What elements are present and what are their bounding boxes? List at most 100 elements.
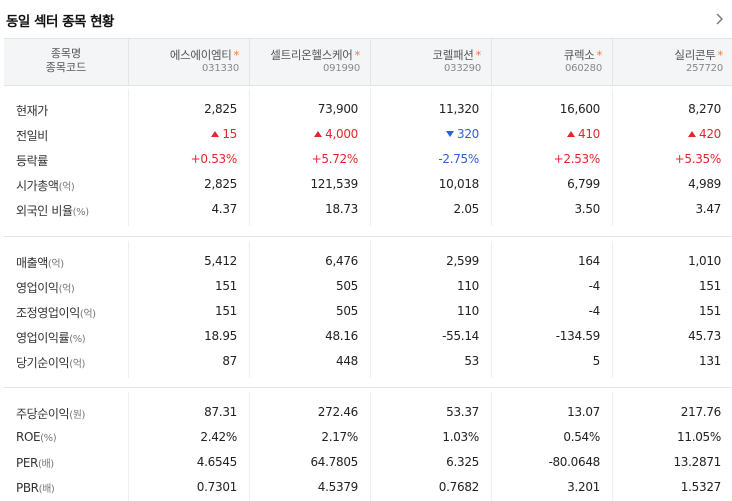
value-cell: -4 [589,279,601,293]
value-cell: 45.73 [688,329,721,343]
value-text: 8,270 [688,102,721,116]
value-cell: 131 [699,354,721,368]
value-cell: 410 [566,127,600,141]
company-header-cell[interactable]: 코렐패션 * 033290 [370,39,491,85]
more-button[interactable] [714,12,728,28]
value-cell: 10,018 [439,177,480,191]
value-text: 6,799 [567,177,600,191]
value-text: +5.72% [311,152,359,166]
value-text: 110 [456,279,479,293]
value-cell: +5.35% [674,152,722,166]
company-name-link[interactable]: 코렐패션 * [432,47,481,63]
column-gridline [370,241,371,378]
value-cell: 48.16 [325,329,358,343]
value-text: 64.7805 [310,455,358,469]
value-cell: 2.42% [200,430,237,444]
row-label: 전일비 [16,127,48,144]
value-cell: 0.7682 [439,480,480,494]
table-row: 영업이익률(%) 18.95 48.16 -55.14 -134.59 45.73 [4,324,732,349]
row-label: 당기순이익(억) [16,354,85,371]
value-cell: 6.325 [446,455,479,469]
company-header-cell[interactable]: 에스에이엠티 * 031330 [128,39,249,85]
table-row: 등락률 +0.53% +5.72% -2.75% +2.53% +5.35% [4,147,732,172]
column-gridline [612,392,613,501]
company-code: 091990 [323,63,360,74]
value-cell: 0.54% [563,430,600,444]
company-header-cell[interactable]: 큐렉소 * 060280 [491,39,612,85]
row-label: 등락률 [16,152,48,169]
value-text: 505 [335,279,358,293]
value-cell: 505 [336,279,358,293]
company-name-link[interactable]: 실리콘투 * [674,47,723,63]
chevron-right-icon [716,13,723,25]
value-cell: 2.17% [321,430,358,444]
value-cell: 3.201 [567,480,600,494]
value-text: 4,000 [325,127,358,141]
value-cell: 151 [699,279,721,293]
value-cell: 5 [593,354,601,368]
value-cell: 2.05 [453,202,479,216]
row-unit: (원) [69,410,86,421]
value-text: -4 [588,304,601,318]
triangle-up-icon [687,131,696,137]
table-row: PER(배) 4.6545 64.7805 6.325 -80.0648 13.2871 [4,450,732,475]
table-row: 현재가 2,825 73,900 11,320 16,600 8,270 [4,97,732,122]
value-cell: 1.03% [442,430,479,444]
value-text: +2.53% [553,152,601,166]
value-text: 6.325 [446,455,479,469]
value-text: 151 [214,279,237,293]
column-gridline [249,392,250,501]
column-gridline [370,89,371,226]
column-divider [370,39,371,85]
value-cell: 4.6545 [197,455,238,469]
value-cell: 3.50 [574,202,600,216]
row-label-text: 시가총액 [16,179,59,193]
value-cell: 6,799 [567,177,600,191]
value-cell: 2,825 [204,177,237,191]
value-text: 121,539 [310,177,358,191]
value-cell: 3.47 [695,202,721,216]
company-name: 코렐패션 [432,48,474,62]
value-text: 2.42% [200,430,237,444]
value-text: -2.75% [438,152,479,166]
value-cell: +0.53% [191,152,238,166]
row-label-text: ROE [16,430,41,444]
company-name-link[interactable]: 에스에이엠티 * [170,47,239,63]
value-text: 151 [214,304,237,318]
row-unit: (억) [47,259,64,270]
value-cell: 110 [457,304,479,318]
value-cell: 53.37 [446,405,479,419]
company-header-cell[interactable]: 셀트리온헬스케어 * 091990 [249,39,370,85]
section-separator [4,387,732,388]
column-gridline [491,89,492,226]
value-text: 2,599 [446,254,479,268]
value-text: 110 [456,304,479,318]
table-row: 조정영업이익(억) 151 505 110 -4 151 [4,299,732,324]
row-unit: (억) [79,309,96,320]
company-name-link[interactable]: 큐렉소 * [563,47,603,63]
value-text: 18.95 [204,329,237,343]
value-cell: 87 [222,354,237,368]
value-cell: 151 [699,304,721,318]
value-text: 0.54% [563,430,600,444]
value-cell: 121,539 [310,177,358,191]
value-cell: -2.75% [438,152,479,166]
company-name: 큐렉소 [563,48,595,62]
company-name-link[interactable]: 셀트리온헬스케어 * [270,47,360,63]
value-text: 1.03% [442,430,479,444]
value-text: +5.35% [674,152,722,166]
row-unit: (%) [69,334,86,345]
table-row: 매출액(억) 5,412 6,476 2,599 164 1,010 [4,249,732,274]
value-cell: 18.73 [325,202,358,216]
value-cell: 53 [464,354,479,368]
company-name: 셀트리온헬스케어 [270,48,353,62]
table-row: PBR(배) 0.7301 4.5379 0.7682 3.201 1.5327 [4,475,732,500]
row-unit: (억) [58,182,75,193]
table-row: 주당순이익(원) 87.31 272.46 53.37 13.07 217.76 [4,400,732,425]
row-label-text: 영업이익률 [16,331,70,345]
value-text: 2.17% [321,430,358,444]
value-text: 2.05 [453,202,479,216]
company-name: 에스에이엠티 [169,48,232,62]
company-header-cell[interactable]: 실리콘투 * 257720 [612,39,732,85]
row-label-text: 매출액 [16,256,48,270]
